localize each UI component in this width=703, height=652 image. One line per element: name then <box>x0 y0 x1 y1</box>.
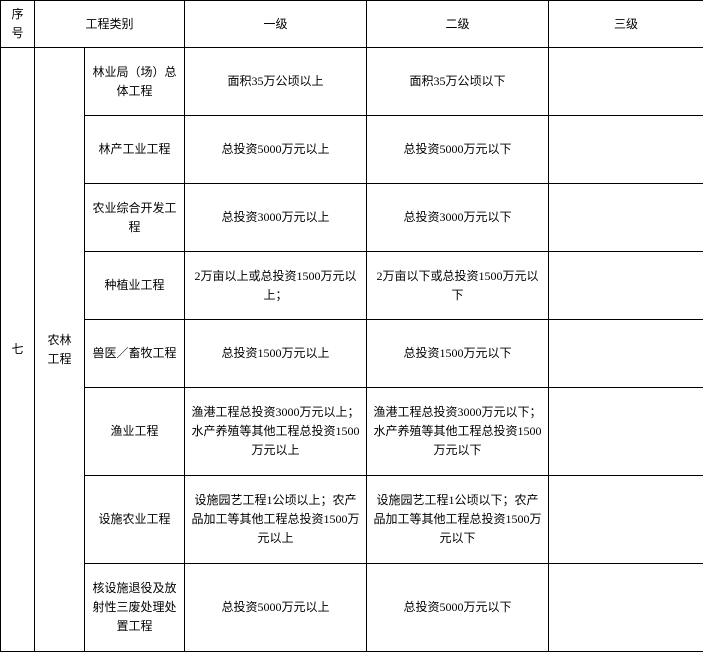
level2-cell: 总投资5000万元以下 <box>367 116 549 184</box>
level3-cell <box>549 476 703 564</box>
subcategory: 林产工业工程 <box>85 116 185 184</box>
level2-cell: 总投资3000万元以下 <box>367 184 549 252</box>
table-row: 七 农林 工程 林业局（场）总体工程 面积35万公顷以上 面积35万公顷以下 <box>1 48 703 116</box>
level1-cell: 总投资5000万元以上 <box>185 116 367 184</box>
table-row: 兽医／畜牧工程 总投资1500万元以上 总投资1500万元以下 <box>1 320 703 388</box>
level3-cell <box>549 116 703 184</box>
table-row: 农业综合开发工程 总投资3000万元以上 总投资3000万元以下 <box>1 184 703 252</box>
level1-cell: 总投资3000万元以上 <box>185 184 367 252</box>
level1-cell: 渔港工程总投资3000万元以上；水产养殖等其他工程总投资1500万元以上 <box>185 388 367 476</box>
table-row: 核设施退役及放射性三废处理处置工程 总投资5000万元以上 总投资5000万元以… <box>1 564 703 652</box>
subcategory: 林业局（场）总体工程 <box>85 48 185 116</box>
header-category: 工程类别 <box>35 1 185 48</box>
level3-cell <box>549 388 703 476</box>
group-name: 农林 工程 <box>35 48 85 652</box>
level3-cell <box>549 564 703 652</box>
level3-cell <box>549 48 703 116</box>
table-row: 设施农业工程 设施园艺工程1公顷以上；农产品加工等其他工程总投资1500万元以上… <box>1 476 703 564</box>
level1-cell: 总投资5000万元以上 <box>185 564 367 652</box>
level1-cell: 设施园艺工程1公顷以上；农产品加工等其他工程总投资1500万元以上 <box>185 476 367 564</box>
header-seq: 序号 <box>1 1 35 48</box>
level3-cell <box>549 184 703 252</box>
level2-cell: 2万亩以下或总投资1500万元以下 <box>367 252 549 320</box>
level3-cell <box>549 252 703 320</box>
header-level1: 一级 <box>185 1 367 48</box>
table-row: 种植业工程 2万亩以上或总投资1500万元以上； 2万亩以下或总投资1500万元… <box>1 252 703 320</box>
subcategory: 种植业工程 <box>85 252 185 320</box>
subcategory: 设施农业工程 <box>85 476 185 564</box>
group-index: 七 <box>1 48 35 652</box>
header-level2: 二级 <box>367 1 549 48</box>
level2-cell: 面积35万公顷以下 <box>367 48 549 116</box>
subcategory: 兽医／畜牧工程 <box>85 320 185 388</box>
table-row: 渔业工程 渔港工程总投资3000万元以上；水产养殖等其他工程总投资1500万元以… <box>1 388 703 476</box>
level2-cell: 总投资5000万元以下 <box>367 564 549 652</box>
subcategory: 农业综合开发工程 <box>85 184 185 252</box>
classification-table: 序号 工程类别 一级 二级 三级 七 农林 工程 林业局（场）总体工程 面积35… <box>0 0 703 652</box>
subcategory: 核设施退役及放射性三废处理处置工程 <box>85 564 185 652</box>
level3-cell <box>549 320 703 388</box>
header-level3: 三级 <box>549 1 703 48</box>
level2-cell: 总投资1500万元以下 <box>367 320 549 388</box>
table-row: 林产工业工程 总投资5000万元以上 总投资5000万元以下 <box>1 116 703 184</box>
subcategory: 渔业工程 <box>85 388 185 476</box>
level2-cell: 设施园艺工程1公顷以下；农产品加工等其他工程总投资1500万元以下 <box>367 476 549 564</box>
level2-cell: 渔港工程总投资3000万元以下；水产养殖等其他工程总投资1500万元以下 <box>367 388 549 476</box>
level1-cell: 总投资1500万元以上 <box>185 320 367 388</box>
level1-cell: 2万亩以上或总投资1500万元以上； <box>185 252 367 320</box>
level1-cell: 面积35万公顷以上 <box>185 48 367 116</box>
header-row: 序号 工程类别 一级 二级 三级 <box>1 1 703 48</box>
